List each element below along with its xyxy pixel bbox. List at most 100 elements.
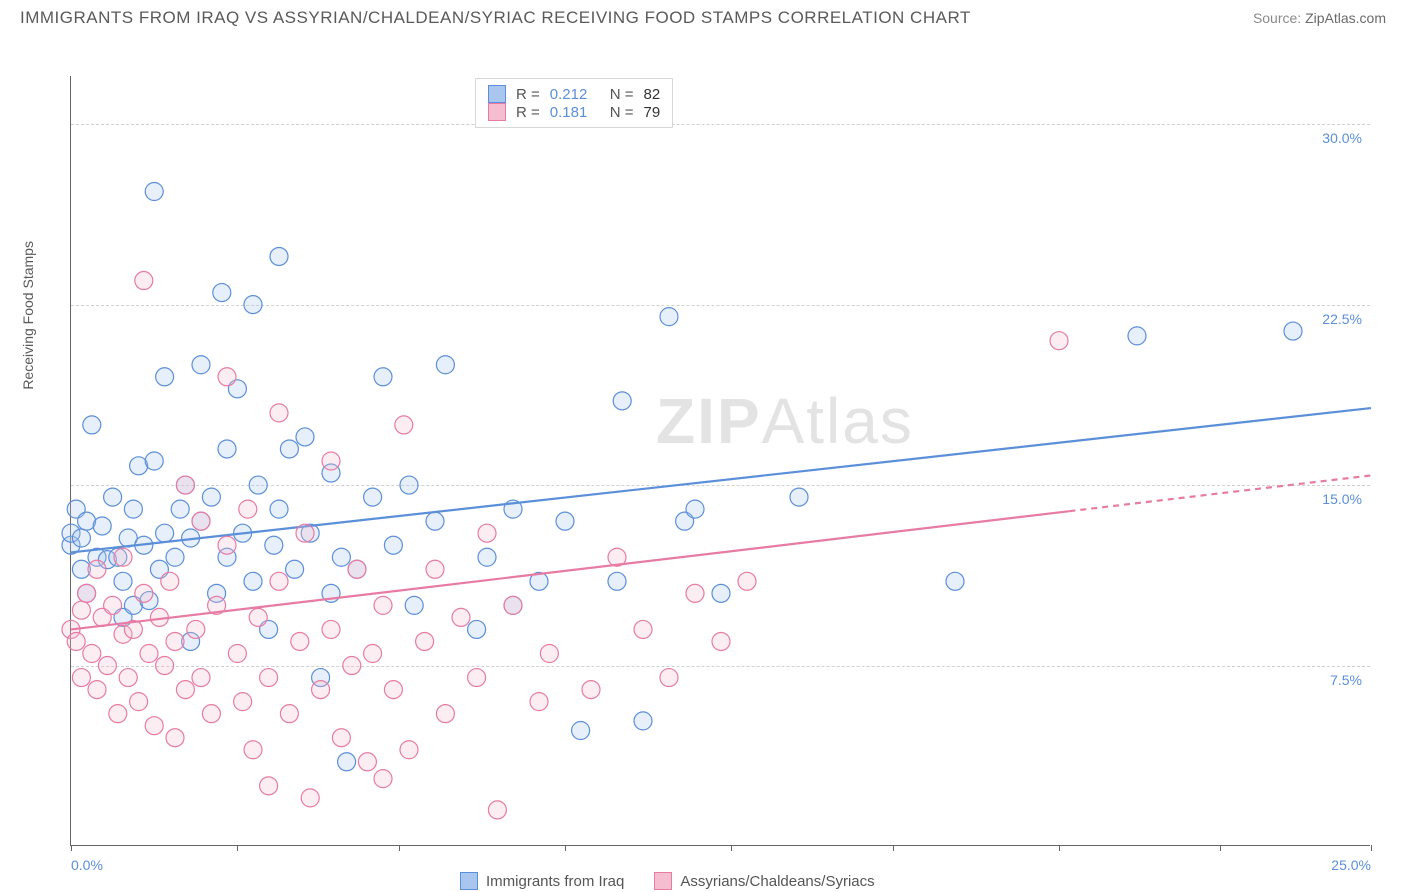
data-point <box>130 693 148 711</box>
data-point <box>83 416 101 434</box>
data-point <box>88 681 106 699</box>
data-point <box>260 669 278 687</box>
data-point <box>156 657 174 675</box>
data-point <box>405 596 423 614</box>
data-point <box>244 572 262 590</box>
data-point <box>790 488 808 506</box>
data-point <box>634 620 652 638</box>
data-point <box>202 488 220 506</box>
r-label: R = <box>516 104 540 121</box>
data-point <box>119 669 137 687</box>
data-point <box>686 500 704 518</box>
data-point <box>530 693 548 711</box>
data-point <box>738 572 756 590</box>
data-point <box>72 669 90 687</box>
data-point <box>364 488 382 506</box>
legend-swatch <box>488 85 506 103</box>
data-point <box>660 669 678 687</box>
data-point <box>582 681 600 699</box>
data-point <box>72 529 90 547</box>
data-point <box>218 440 236 458</box>
data-point <box>161 572 179 590</box>
n-label: N = <box>610 104 634 121</box>
data-point <box>572 722 590 740</box>
series-name: Assyrians/Chaldeans/Syriacs <box>680 873 874 890</box>
legend-correlation: R =0.212N =82R =0.181N =79 <box>475 78 673 128</box>
data-point <box>265 536 283 554</box>
data-point <box>234 693 252 711</box>
data-point <box>270 500 288 518</box>
data-point <box>166 729 184 747</box>
data-point <box>374 596 392 614</box>
legend-item: Assyrians/Chaldeans/Syriacs <box>654 872 874 890</box>
data-point <box>1128 327 1146 345</box>
data-point <box>1284 322 1302 340</box>
data-point <box>332 548 350 566</box>
data-point <box>244 296 262 314</box>
data-point <box>540 645 558 663</box>
legend-swatch <box>460 872 478 890</box>
data-point <box>286 560 304 578</box>
data-point <box>218 368 236 386</box>
data-point <box>156 368 174 386</box>
data-point <box>608 572 626 590</box>
data-point <box>109 705 127 723</box>
data-point <box>124 500 142 518</box>
n-value: 79 <box>644 104 661 121</box>
data-point <box>400 741 418 759</box>
legend-row: R = 0.212 N = 82 <box>488 85 660 103</box>
data-point <box>156 524 174 542</box>
data-point <box>176 681 194 699</box>
data-point <box>78 584 96 602</box>
data-point <box>202 705 220 723</box>
data-point <box>488 801 506 819</box>
data-point <box>171 500 189 518</box>
data-point <box>228 645 246 663</box>
data-point <box>436 705 454 723</box>
data-point <box>436 356 454 374</box>
n-label: N = <box>610 86 634 103</box>
data-point <box>343 657 361 675</box>
data-point <box>93 517 111 535</box>
data-point <box>166 548 184 566</box>
data-point <box>291 632 309 650</box>
data-point <box>395 416 413 434</box>
data-point <box>187 620 205 638</box>
data-point <box>145 717 163 735</box>
data-point <box>114 572 132 590</box>
data-point <box>114 548 132 566</box>
data-point <box>478 524 496 542</box>
r-label: R = <box>516 86 540 103</box>
data-point <box>249 476 267 494</box>
data-point <box>135 584 153 602</box>
plot-area: ZIPAtlas 7.5%15.0%22.5%30.0%0.0%25.0% <box>70 76 1370 846</box>
data-point <box>145 452 163 470</box>
data-point <box>296 428 314 446</box>
legend-series: Immigrants from Iraq Assyrians/Chaldeans/… <box>460 872 875 890</box>
y-axis-label: Receiving Food Stamps <box>20 241 36 390</box>
data-point <box>301 789 319 807</box>
data-point <box>384 681 402 699</box>
data-point <box>192 356 210 374</box>
legend-swatch <box>488 103 506 121</box>
data-point <box>712 632 730 650</box>
r-value: 0.212 <box>550 86 600 103</box>
data-point <box>166 632 184 650</box>
series-name: Immigrants from Iraq <box>486 873 624 890</box>
data-point <box>416 632 434 650</box>
data-point <box>83 645 101 663</box>
legend-row: R =0.181N =79 <box>488 103 660 121</box>
n-value: 82 <box>644 86 661 103</box>
data-point <box>322 620 340 638</box>
data-point <box>712 584 730 602</box>
scatter-svg <box>71 76 1371 846</box>
data-point <box>374 770 392 788</box>
data-point <box>660 308 678 326</box>
data-point <box>556 512 574 530</box>
data-point <box>270 572 288 590</box>
data-point <box>140 645 158 663</box>
data-point <box>239 500 257 518</box>
source-link[interactable]: ZipAtlas.com <box>1305 10 1386 26</box>
data-point <box>104 488 122 506</box>
data-point <box>384 536 402 554</box>
